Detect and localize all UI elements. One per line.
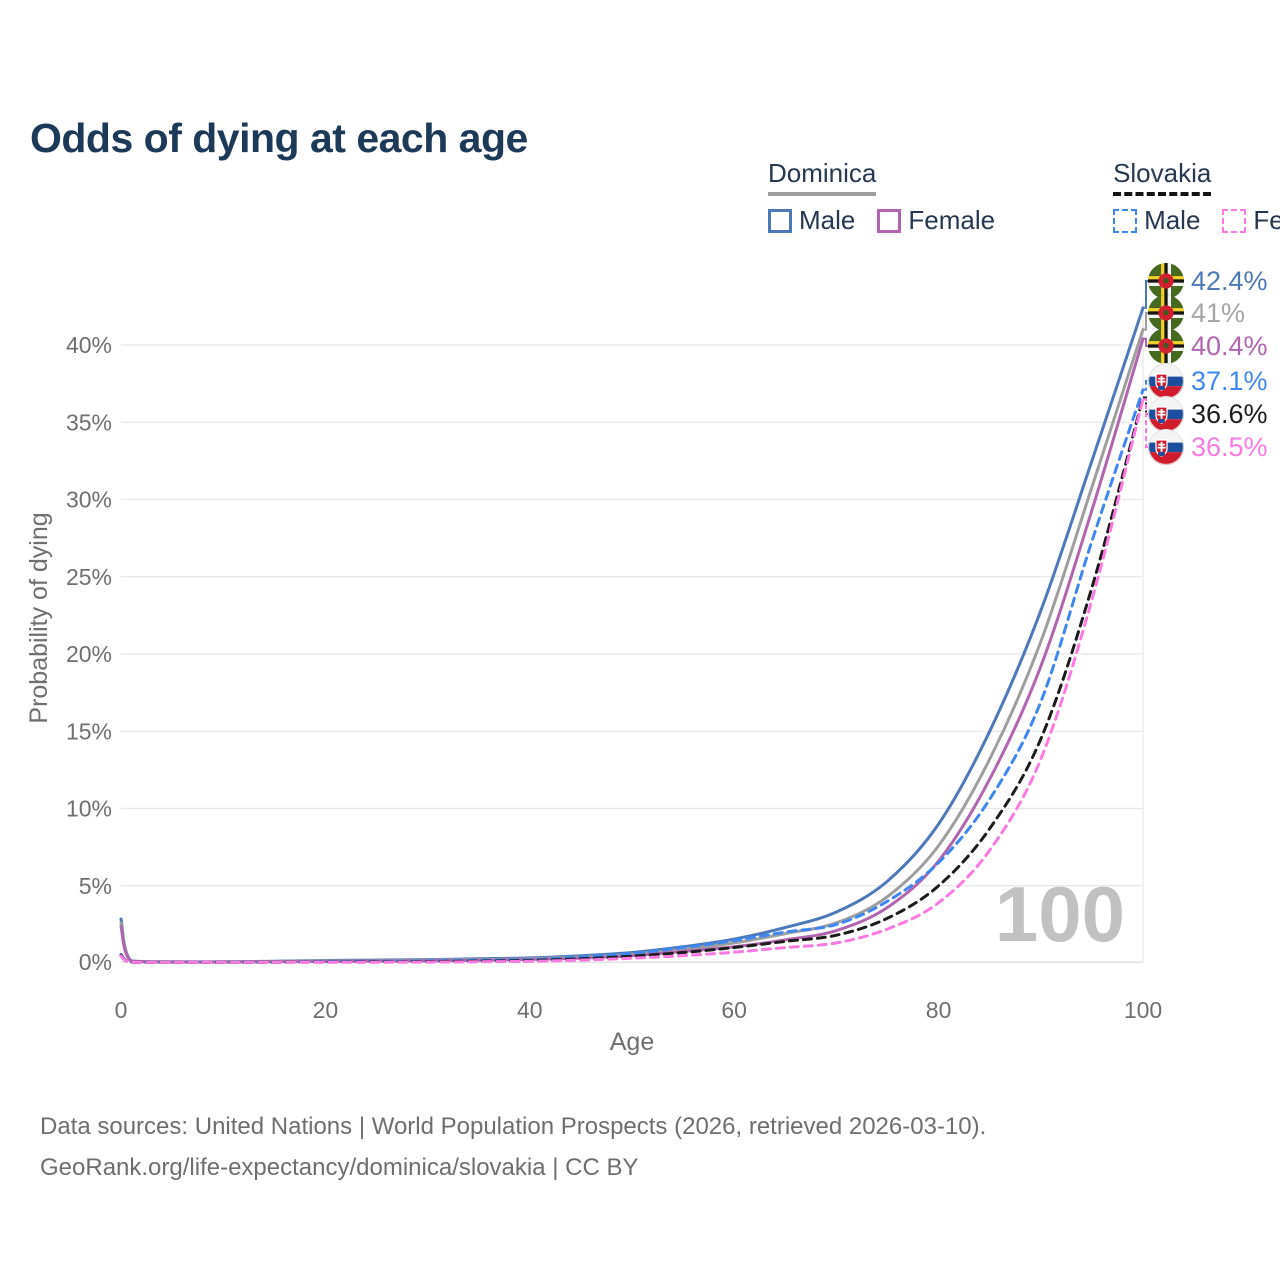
x-tick-label: 100 xyxy=(1124,997,1162,1023)
slovakia-male-swatch-icon xyxy=(1113,208,1138,233)
legend: Dominica Male Female Slovakia Male Femal… xyxy=(768,158,1280,236)
slovakia-flag-icon xyxy=(1148,363,1184,399)
end-label-dominica-both-sexes: 41% xyxy=(1148,295,1245,331)
legend-item-label: Female xyxy=(1253,205,1280,235)
y-tick-label: 10% xyxy=(66,796,112,822)
end-label-value: 40.4% xyxy=(1191,330,1268,361)
series-line-dominica-female[interactable] xyxy=(119,337,1145,964)
legend-country-dominica[interactable]: Dominica xyxy=(768,158,877,196)
legend-group-dominica: Dominica Male Female xyxy=(768,158,995,236)
series-line-dominica-male[interactable] xyxy=(119,306,1145,964)
y-tick-label: 5% xyxy=(79,873,112,899)
end-label-value: 41% xyxy=(1191,297,1246,328)
slovakia-flag-icon xyxy=(1148,396,1184,432)
x-tick-label: 0 xyxy=(115,997,128,1023)
end-label-value: 37.1% xyxy=(1191,365,1268,396)
legend-group-slovakia: Slovakia Male Female xyxy=(1113,158,1280,236)
x-axis-title: Age xyxy=(610,1028,654,1056)
x-tick-label: 20 xyxy=(313,997,339,1023)
y-axis-title: Probability of dying xyxy=(25,512,53,723)
dominica-male-swatch-icon xyxy=(768,208,792,233)
y-tick-label: 25% xyxy=(66,564,112,590)
end-label-value: 36.5% xyxy=(1191,431,1268,462)
y-tick-label: 30% xyxy=(66,487,112,513)
end-label-dominica-female: 40.4% xyxy=(1148,328,1268,364)
end-label-value: 36.6% xyxy=(1191,398,1268,429)
footer: Data sources: United Nations | World Pop… xyxy=(40,1106,986,1188)
legend-item-slovakia-female[interactable]: Female xyxy=(1222,205,1280,236)
hover-age-watermark: 100 xyxy=(995,870,1125,958)
footer-data-sources: Data sources: United Nations | World Pop… xyxy=(40,1113,987,1140)
legend-item-label: Male xyxy=(1144,205,1201,235)
y-tick-label: 40% xyxy=(66,332,112,358)
legend-item-dominica-female[interactable]: Female xyxy=(877,205,995,236)
series-line-dominica-both-sexes[interactable] xyxy=(119,328,1145,964)
x-axis-ticks: 0 20 40 60 80 100 xyxy=(115,997,1163,1023)
y-tick-label: 0% xyxy=(79,949,112,975)
legend-item-dominica-male[interactable]: Male xyxy=(768,205,855,236)
series-line-slovakia-both-sexes[interactable] xyxy=(119,396,1145,964)
x-tick-label: 40 xyxy=(517,997,543,1023)
dominica-flag-icon xyxy=(1148,328,1184,364)
y-tick-label: 20% xyxy=(66,641,112,667)
slovakia-female-swatch-icon xyxy=(1222,208,1247,233)
footer-attribution[interactable]: GeoRank.org/life-expectancy/dominica/slo… xyxy=(40,1154,639,1181)
end-label-value: 42.4% xyxy=(1191,265,1268,296)
page-title: Odds of dying at each age xyxy=(30,115,528,162)
x-tick-label: 80 xyxy=(926,997,952,1023)
dominica-flag-icon xyxy=(1148,295,1184,331)
gridlines xyxy=(121,344,1143,963)
connector-slovakia-male xyxy=(1143,380,1150,391)
series-lines xyxy=(119,306,1145,964)
y-tick-label: 15% xyxy=(66,718,112,744)
end-label-slovakia-both-sexes: 36.6% xyxy=(1148,396,1268,432)
x-tick-label: 60 xyxy=(721,997,747,1023)
end-label-slovakia-male: 37.1% xyxy=(1148,363,1268,399)
end-label-dominica-male: 42.4% xyxy=(1148,263,1268,299)
slovakia-flag-icon xyxy=(1148,429,1184,465)
series-line-slovakia-female[interactable] xyxy=(119,397,1145,964)
legend-country-slovakia[interactable]: Slovakia xyxy=(1113,158,1212,196)
y-axis-ticks: 0% 5% 10% 15% 20% 25% 30% 35% 40% xyxy=(66,332,112,975)
series-line-slovakia-male[interactable] xyxy=(119,388,1145,964)
legend-item-label: Male xyxy=(799,205,856,235)
legend-item-label: Female xyxy=(908,205,996,235)
dominica-flag-icon xyxy=(1148,263,1184,299)
dominica-female-swatch-icon xyxy=(877,208,902,233)
y-tick-label: 35% xyxy=(66,409,112,435)
legend-item-slovakia-male[interactable]: Male xyxy=(1113,205,1200,236)
end-label-slovakia-female: 36.5% xyxy=(1148,429,1268,465)
